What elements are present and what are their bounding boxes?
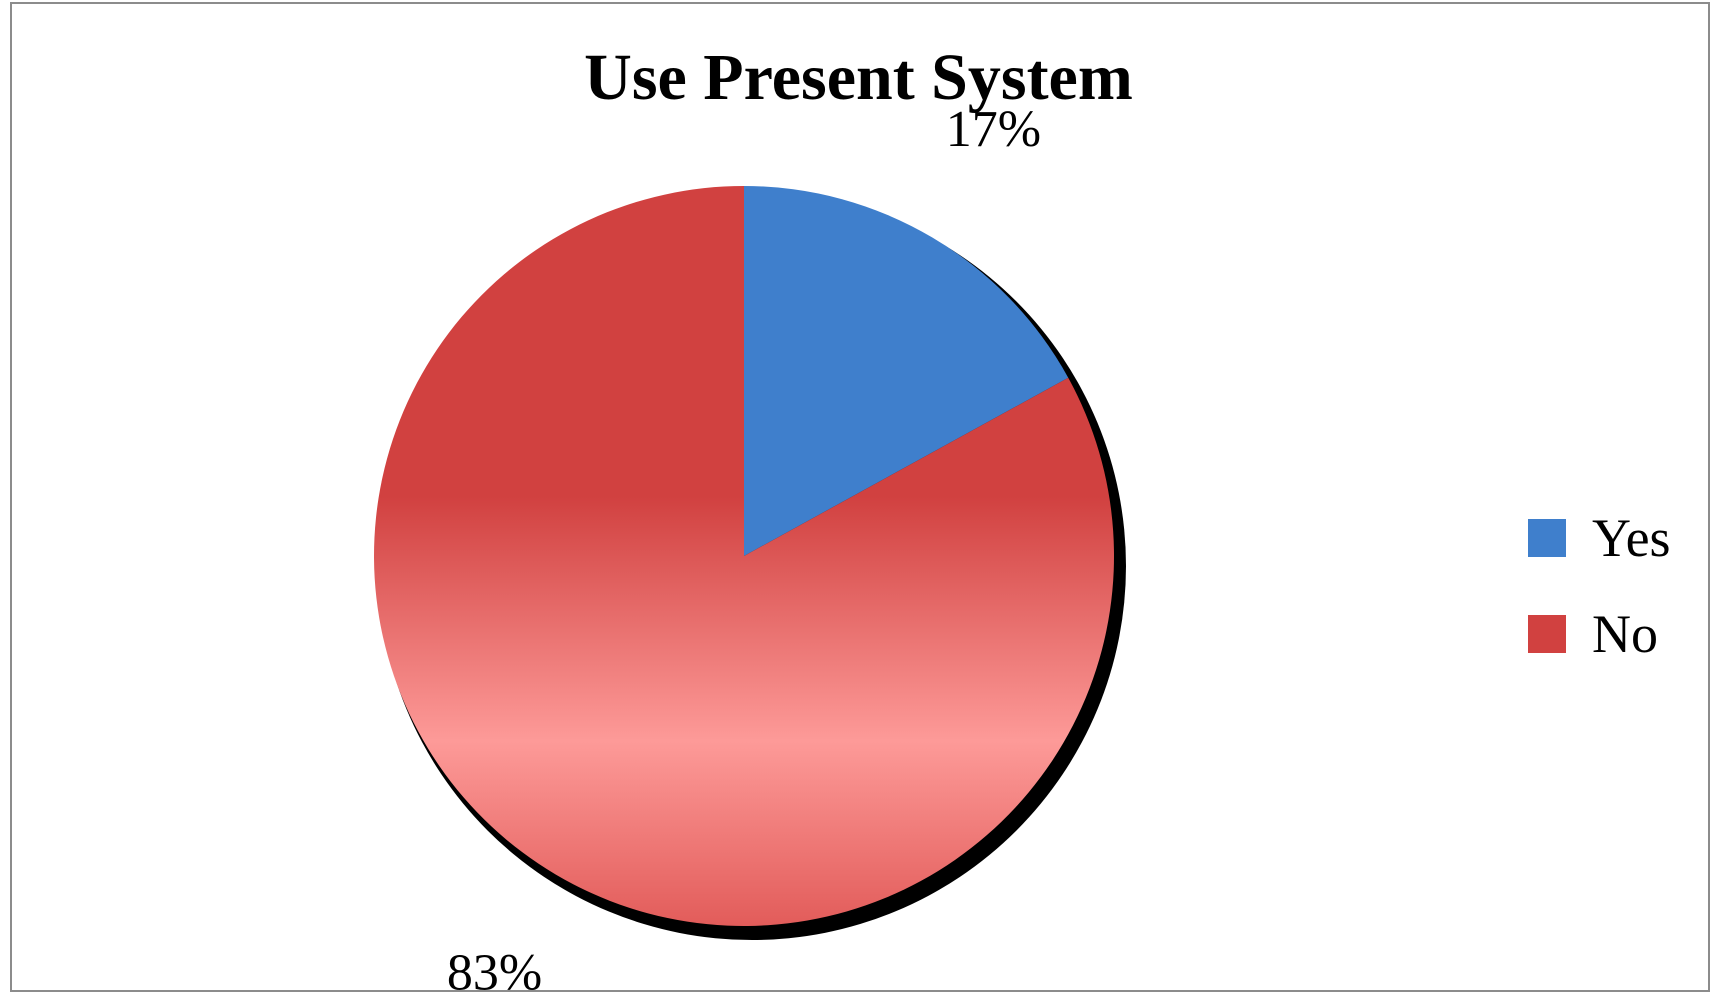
legend: Yes No xyxy=(1528,490,1671,682)
legend-label-yes: Yes xyxy=(1592,508,1671,568)
legend-label-no: No xyxy=(1592,604,1658,664)
pie-labels: 17% 83% xyxy=(447,101,1041,995)
legend-swatch-yes xyxy=(1528,519,1566,557)
data-label-yes: 17% xyxy=(946,101,1041,158)
legend-item-yes: Yes xyxy=(1528,490,1671,586)
data-label-no: 83% xyxy=(447,945,542,995)
pie-slices xyxy=(374,186,1114,927)
legend-swatch-no xyxy=(1528,615,1566,653)
legend-item-no: No xyxy=(1528,586,1671,682)
pie-slice-no xyxy=(374,186,1114,927)
pie-slice-yes xyxy=(744,186,1069,556)
chart-title: Use Present System xyxy=(584,41,1133,114)
